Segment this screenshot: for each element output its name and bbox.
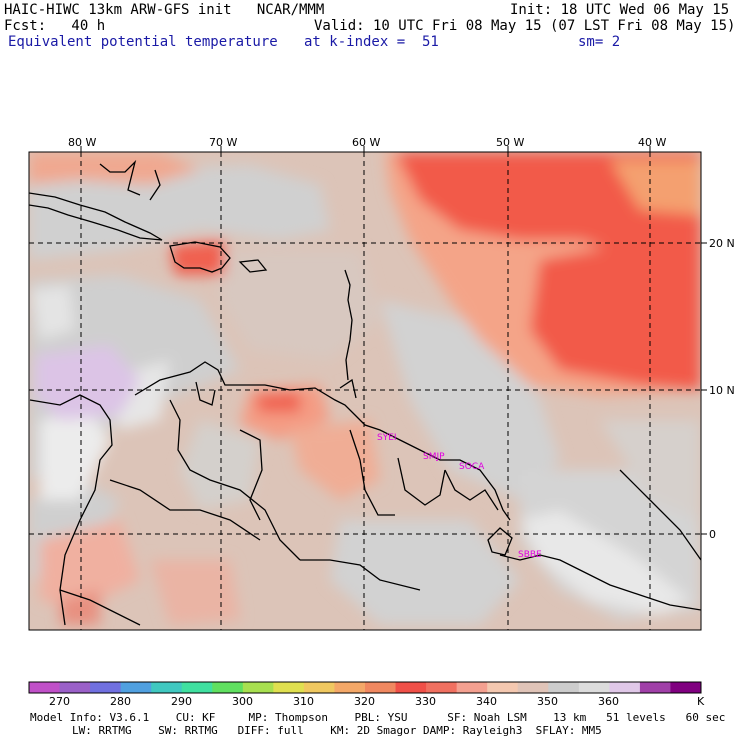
smoothing-info: sm= 2 [578, 34, 621, 50]
colorbar-swatch [273, 682, 305, 693]
colorbar-swatch [29, 682, 61, 693]
station-soca: SOCA [459, 462, 485, 472]
model-title: HAIC-HIWC 13km ARW-GFS init NCAR/MMM [4, 2, 325, 18]
valid-time: Valid: 10 UTC Fri 08 May 15 (07 LST Fri … [314, 18, 736, 34]
colorbar-swatch [456, 682, 488, 693]
colorbar-swatch [548, 682, 580, 693]
lon-label-60w: 60 W [352, 136, 380, 149]
lat-label-0: 0 [709, 528, 716, 541]
map-frame [28, 151, 702, 631]
colorbar-frame [28, 681, 702, 694]
station-smjp: SMJP [423, 452, 445, 462]
colorbar-swatch [303, 682, 335, 693]
model-info-line2: LW: RRTMG SW: RRTMG DIFF: full KM: 2D Sm… [72, 724, 602, 737]
level-info: at k-index = 51 [304, 34, 439, 50]
colorbar-labels: 270 280 290 300 310 320 330 340 350 360 … [49, 695, 705, 708]
colorbar-unit: K [697, 695, 705, 708]
colorbar-swatch [242, 682, 274, 693]
colorbar-label-310: 310 [293, 695, 314, 708]
lat-label-20n: 20 N [709, 237, 735, 250]
colorbar-swatch [181, 682, 213, 693]
model-info-line1: Model Info: V3.6.1 CU: KF MP: Thompson P… [30, 711, 726, 724]
colorbar-swatch [334, 682, 366, 693]
lon-label-40w: 40 W [638, 136, 666, 149]
colorbar-swatch [609, 682, 641, 693]
station-syei: SYEI [377, 433, 397, 443]
field-name: Equivalent potential temperature [8, 34, 278, 50]
colorbar-swatch [90, 682, 122, 693]
colorbar-swatch [151, 682, 183, 693]
colorbar-label-280: 280 [110, 695, 131, 708]
lon-label-70w: 70 W [209, 136, 237, 149]
colorbar-swatch [487, 682, 519, 693]
colorbar-label-350: 350 [537, 695, 558, 708]
colorbar-swatch [395, 682, 427, 693]
lon-label-50w: 50 W [496, 136, 524, 149]
colorbar-label-300: 300 [232, 695, 253, 708]
colorbar-label-360: 360 [598, 695, 619, 708]
colorbar-swatch [578, 682, 610, 693]
colorbar-swatch [365, 682, 397, 693]
colorbar-label-320: 320 [354, 695, 375, 708]
axis-ticks [80, 146, 707, 535]
colorbar-swatch [426, 682, 458, 693]
colorbar-swatch [212, 682, 244, 693]
colorbar-label-290: 290 [171, 695, 192, 708]
graticule [29, 152, 701, 630]
colorbar-swatch [670, 682, 702, 693]
lon-label-80w: 80 W [68, 136, 96, 149]
lat-label-10n: 10 N [709, 384, 735, 397]
colorbar-label-340: 340 [476, 695, 497, 708]
init-time: Init: 18 UTC Wed 06 May 15 [510, 2, 730, 18]
coastlines [29, 159, 701, 626]
forecast-hour: Fcst: 40 h [4, 18, 106, 34]
colorbar [28, 681, 702, 694]
colorbar-swatch [120, 682, 152, 693]
colorbar-label-270: 270 [49, 695, 70, 708]
colorbar-swatch [59, 682, 91, 693]
colorbar-label-330: 330 [415, 695, 436, 708]
station-sbbe: SBBE [518, 550, 542, 560]
colorbar-swatch [517, 682, 549, 693]
colorbar-swatch [639, 682, 671, 693]
